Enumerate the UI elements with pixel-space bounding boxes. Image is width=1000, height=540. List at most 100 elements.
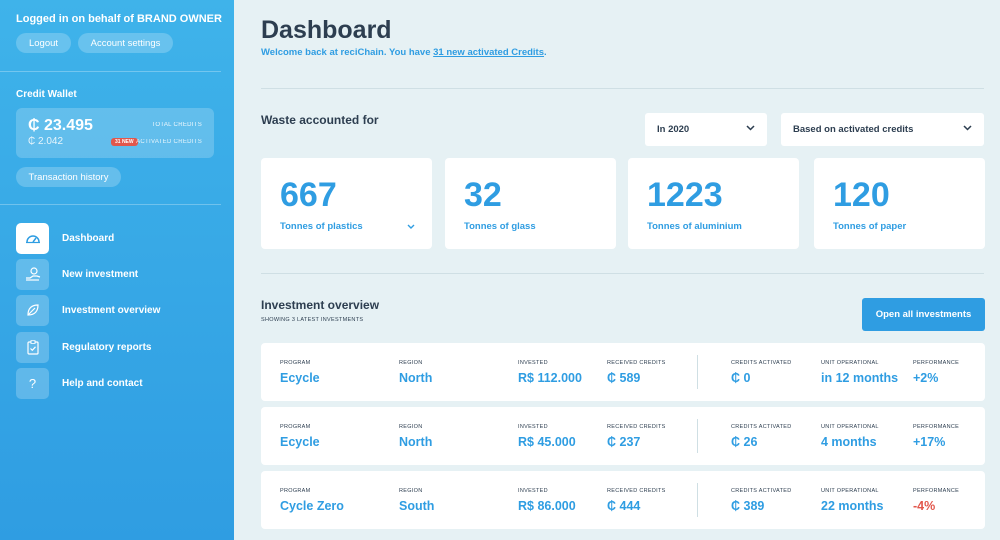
received-value: ₵ 237 xyxy=(607,435,641,449)
operational-value: in 12 months xyxy=(821,371,899,385)
divider xyxy=(697,355,698,389)
sidebar-item-investment-overview[interactable]: Investment overview xyxy=(16,294,160,326)
activated-value: ₵ 0 xyxy=(731,371,751,385)
activated-cell: CREDITS ACTIVATED ₵ 0 xyxy=(731,360,792,385)
stat-value: 1223 xyxy=(647,176,723,214)
gauge-icon xyxy=(16,222,49,254)
divider xyxy=(0,71,221,72)
received-cell: RECEIVED CREDITS ₵ 444 xyxy=(607,488,666,513)
performance-value: -4% xyxy=(913,499,936,513)
year-select[interactable]: In 2020 xyxy=(645,113,767,146)
performance-value: +2% xyxy=(913,371,939,385)
investment-section-title: Investment overview xyxy=(261,298,380,312)
invested-value: R$ 112.000 xyxy=(518,371,582,385)
program-cell: PROGRAM Cycle Zero xyxy=(280,488,344,513)
column-label: PROGRAM xyxy=(280,424,311,430)
column-label: UNIT OPERATIONAL xyxy=(821,424,879,430)
sidebar-item-new-investment[interactable]: New investment xyxy=(16,258,138,290)
stat-value: 120 xyxy=(833,176,890,214)
region-value: North xyxy=(399,371,433,385)
column-label: UNIT OPERATIONAL xyxy=(821,360,879,366)
clipboard-icon xyxy=(16,331,49,363)
column-label: PROGRAM xyxy=(280,360,311,366)
performance-cell: PERFORMANCE +2% xyxy=(913,360,959,385)
login-status: Logged in on behalf of BRAND OWNER xyxy=(16,13,222,25)
wallet-title: Credit Wallet xyxy=(16,89,77,100)
welcome-text: Welcome back at reciChain. You have xyxy=(261,47,434,58)
received-value: ₵ 444 xyxy=(607,499,641,513)
hand-coin-icon xyxy=(16,258,49,290)
sidebar-item-regulatory-reports[interactable]: Regulatory reports xyxy=(16,331,151,363)
invested-value: R$ 45.000 xyxy=(518,435,576,449)
program-value: Cycle Zero xyxy=(280,499,344,513)
region-value: South xyxy=(399,499,435,513)
column-label: RECEIVED CREDITS xyxy=(607,488,666,494)
leaf-icon xyxy=(16,294,49,326)
divider xyxy=(697,483,698,517)
activated-value: ₵ 26 xyxy=(731,435,758,449)
activated-credits-label: ACTIVATED CREDITS xyxy=(136,139,202,145)
chevron-down-icon[interactable] xyxy=(407,221,415,231)
logout-button[interactable]: Logout xyxy=(16,33,71,53)
activated-credits-value: ₵ 2.042 xyxy=(28,136,64,147)
investment-row[interactable]: PROGRAM Ecycle REGION North INVESTED R$ 112… xyxy=(261,343,985,401)
operational-value: 22 months xyxy=(821,499,884,513)
operational-cell: UNIT OPERATIONAL 22 months xyxy=(821,488,884,513)
investment-section-subtitle: SHOWING 3 LATEST INVESTMENTS xyxy=(261,317,364,323)
chevron-down-icon xyxy=(963,123,972,133)
received-cell: RECEIVED CREDITS ₵ 237 xyxy=(607,424,666,449)
column-label: REGION xyxy=(399,424,423,430)
column-label: PERFORMANCE xyxy=(913,488,960,494)
welcome-message: Welcome back at reciChain. You have 31 n… xyxy=(261,47,547,58)
column-label: PROGRAM xyxy=(280,488,311,494)
column-label: REGION xyxy=(399,360,423,366)
operational-cell: UNIT OPERATIONAL in 12 months xyxy=(821,360,898,385)
stat-label: Tonnes of plastics xyxy=(280,221,363,232)
column-label: INVESTED xyxy=(518,488,548,494)
account-settings-button[interactable]: Account settings xyxy=(78,33,173,53)
investment-row[interactable]: PROGRAM Cycle Zero REGION South INVESTED R$… xyxy=(261,471,985,529)
received-value: ₵ 589 xyxy=(607,371,641,385)
new-credits-badge: 31 NEW xyxy=(111,138,138,146)
stat-label: Tonnes of paper xyxy=(833,221,907,232)
stat-card-aluminium: 1223 Tonnes of aluminium xyxy=(628,158,799,249)
region-value: North xyxy=(399,435,433,449)
column-label: UNIT OPERATIONAL xyxy=(821,488,879,494)
stat-card-plastics[interactable]: 667 Tonnes of plastics xyxy=(261,158,432,249)
performance-cell: PERFORMANCE -4% xyxy=(913,488,959,513)
new-credits-link[interactable]: 31 new activated Credits xyxy=(433,47,545,58)
received-cell: RECEIVED CREDITS ₵ 589 xyxy=(607,360,666,385)
sidebar-item-dashboard[interactable]: Dashboard xyxy=(16,222,114,254)
stat-card-paper: 120 Tonnes of paper xyxy=(814,158,985,249)
invested-value: R$ 86.000 xyxy=(518,499,576,513)
welcome-suffix: . xyxy=(544,47,547,58)
stat-label: Tonnes of aluminium xyxy=(647,221,742,232)
main-content: Dashboard Welcome back at reciChain. You… xyxy=(234,0,1000,540)
divider xyxy=(261,88,984,89)
sidebar-item-label: Investment overview xyxy=(62,304,161,316)
region-cell: REGION North xyxy=(399,424,432,449)
activated-cell: CREDITS ACTIVATED ₵ 389 xyxy=(731,488,792,513)
column-label: INVESTED xyxy=(518,424,548,430)
program-cell: PROGRAM Ecycle xyxy=(280,360,320,385)
waste-section-title: Waste accounted for xyxy=(261,113,379,127)
open-all-investments-button[interactable]: Open all investments xyxy=(862,298,985,331)
sidebar-item-help[interactable]: ? Help and contact xyxy=(16,367,143,399)
column-label: RECEIVED CREDITS xyxy=(607,360,666,366)
transaction-history-button[interactable]: Transaction history xyxy=(16,167,121,187)
total-credits-value: ₵ 23.495 xyxy=(28,117,93,134)
invested-cell: INVESTED R$ 45.000 xyxy=(518,424,576,449)
stat-label: Tonnes of glass xyxy=(464,221,536,232)
question-icon: ? xyxy=(16,367,49,399)
region-cell: REGION South xyxy=(399,488,434,513)
sidebar-item-label: Help and contact xyxy=(62,377,143,389)
stat-value: 667 xyxy=(280,176,337,214)
divider xyxy=(261,273,984,274)
investment-row[interactable]: PROGRAM Ecycle REGION North INVESTED R$ 45.… xyxy=(261,407,985,465)
column-label: PERFORMANCE xyxy=(913,360,960,366)
performance-value: +17% xyxy=(913,435,946,449)
activated-value: ₵ 389 xyxy=(731,499,765,513)
basis-select[interactable]: Based on activated credits xyxy=(781,113,984,146)
column-label: CREDITS ACTIVATED xyxy=(731,488,792,494)
basis-select-value: Based on activated credits xyxy=(793,124,914,135)
